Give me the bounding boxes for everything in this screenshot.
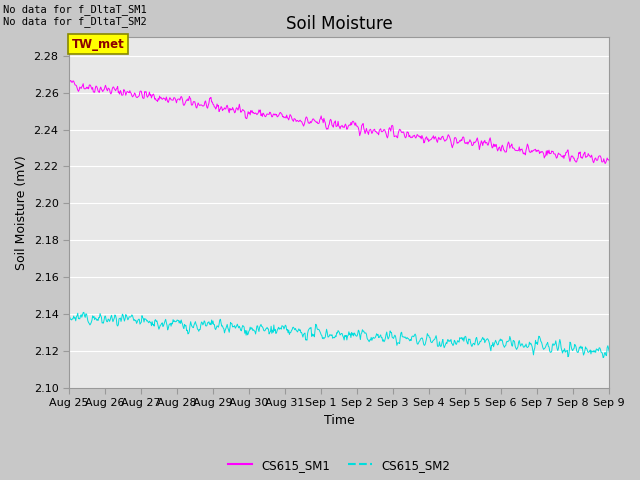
- CS615_SM2: [394, 340, 401, 346]
- CS615_SM2: [605, 349, 613, 355]
- Title: Soil Moisture: Soil Moisture: [285, 15, 392, 33]
- Text: No data for f_DltaT_SM2: No data for f_DltaT_SM2: [3, 16, 147, 27]
- Legend: CS615_SM1, CS615_SM2: CS615_SM1, CS615_SM2: [223, 454, 454, 476]
- CS615_SM1: [531, 147, 539, 153]
- CS615_SM2: [476, 340, 483, 346]
- CS615_SM1: [394, 135, 401, 141]
- Text: TW_met: TW_met: [72, 38, 124, 51]
- CS615_SM2: [531, 345, 539, 351]
- X-axis label: Time: Time: [324, 414, 355, 427]
- CS615_SM1: [380, 128, 387, 133]
- CS615_SM1: [410, 133, 418, 139]
- CS615_SM2: [599, 355, 607, 360]
- CS615_SM2: [410, 334, 418, 339]
- CS615_SM2: [65, 314, 73, 320]
- CS615_SM2: [380, 337, 387, 343]
- CS615_SM1: [99, 89, 107, 95]
- CS615_SM1: [65, 80, 73, 86]
- Line: CS615_SM2: CS615_SM2: [69, 312, 609, 358]
- CS615_SM2: [99, 320, 107, 326]
- CS615_SM1: [67, 78, 74, 84]
- CS615_SM1: [476, 147, 483, 153]
- Text: No data for f_DltaT_SM1: No data for f_DltaT_SM1: [3, 4, 147, 15]
- CS615_SM2: [80, 310, 88, 315]
- Y-axis label: Soil Moisture (mV): Soil Moisture (mV): [15, 155, 28, 270]
- Line: CS615_SM1: CS615_SM1: [69, 81, 609, 164]
- CS615_SM1: [605, 158, 613, 164]
- CS615_SM1: [602, 161, 609, 167]
